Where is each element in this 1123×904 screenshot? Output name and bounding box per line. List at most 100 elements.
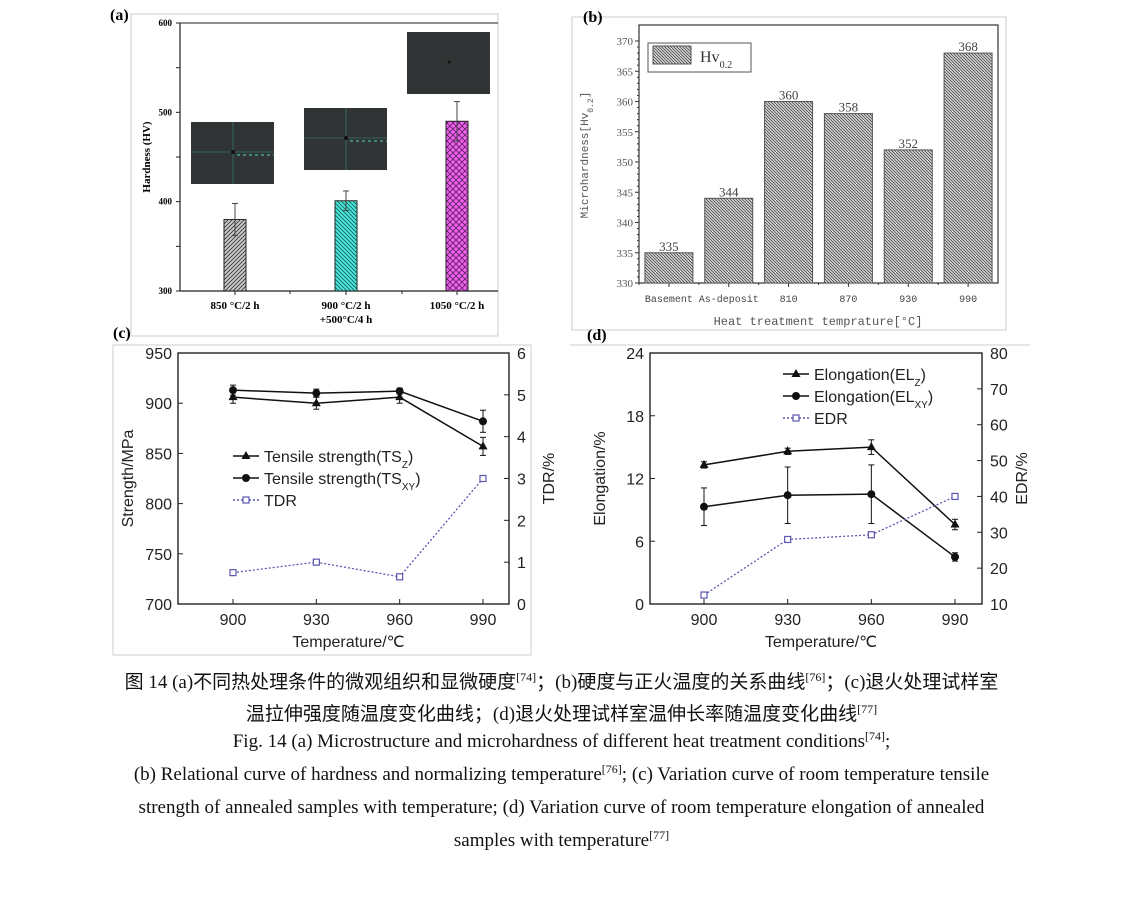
y-tick-label: 0 — [635, 597, 644, 614]
y-tick-label: 750 — [145, 547, 172, 564]
y-tick-label: 950 — [145, 346, 172, 363]
y-right-tick-label: 3 — [517, 472, 526, 489]
square-marker — [312, 558, 320, 566]
y-tick-label: 800 — [145, 497, 172, 514]
x-axis-label: Temperature/℃ — [292, 634, 404, 651]
caption-text: ; (c) Variation curve of room temperatur… — [621, 764, 990, 785]
x-tick-label: 990 — [942, 612, 969, 629]
panel-label-b: (b) — [583, 9, 603, 26]
square-marker — [229, 569, 237, 577]
y-tick-label: 340 — [617, 218, 634, 230]
square-marker — [479, 474, 487, 483]
y-axis-label-group: Microhardness[Hv0.2] — [580, 92, 596, 219]
triangle-marker — [866, 442, 876, 451]
x-tick-label: 990 — [959, 295, 977, 306]
square-marker — [242, 496, 250, 504]
subscript: XY — [915, 400, 929, 411]
text-part: Elongation(EL — [814, 389, 915, 406]
y-right-tick-label: 70 — [990, 382, 1008, 399]
y-right-tick-label: 80 — [990, 346, 1008, 363]
legend-label: TDR — [264, 493, 297, 510]
y-tick-label: 6 — [635, 534, 644, 551]
caption-text: (b) Relational curve of hardness and nor… — [133, 764, 602, 785]
panel-label-d: (d) — [587, 327, 607, 344]
bar — [644, 252, 694, 284]
y-tick-label: 900 — [145, 396, 172, 413]
indent-mark — [344, 136, 348, 140]
triangle-marker — [950, 519, 960, 528]
y-tick-label: 500 — [159, 107, 173, 117]
caption-en-line-4: samples with temperature[77] — [0, 828, 1123, 852]
x-tick-label: 900 — [691, 612, 718, 629]
text-part: ] — [580, 92, 592, 99]
legend-label: Hv0.2 — [700, 49, 732, 71]
citation-ref: [76] — [805, 670, 826, 684]
text-part: ) — [928, 389, 933, 406]
text-part: Hv — [700, 49, 720, 66]
text-part: TDR — [264, 493, 297, 510]
y-right-tick-label: 0 — [517, 597, 526, 614]
series-line — [232, 389, 484, 422]
caption-text: 图 14 (a)不同热处理条件的微观组织和显微硬度 — [124, 672, 517, 693]
caption-en-line-3: strength of annealed samples with temper… — [0, 797, 1123, 819]
x-tick-label: 850 °C/2 h — [210, 300, 259, 312]
y-tick-label: 600 — [159, 18, 173, 28]
square-marker — [396, 573, 404, 581]
panel-a-frame — [130, 13, 499, 337]
triangle-marker — [311, 398, 321, 407]
legend-label: Tensile strength(TSXY) — [264, 471, 421, 493]
y-right-tick-label: 4 — [517, 430, 526, 447]
x-tick-label: 960 — [386, 612, 413, 629]
triangle-marker — [699, 459, 709, 468]
legend-label: Tensile strength(TSZ) — [264, 449, 413, 471]
square-marker — [951, 492, 959, 501]
y-tick-label: 850 — [145, 446, 172, 463]
caption-en-line-2: (b) Relational curve of hardness and nor… — [0, 763, 1123, 786]
series-line — [703, 495, 956, 596]
bar — [764, 101, 814, 284]
y-axis-label: Elongation/% — [592, 431, 609, 525]
citation-ref: [77] — [649, 828, 670, 842]
y-axis-label-group: Elongation/% — [592, 431, 609, 525]
circle-marker — [242, 474, 250, 482]
citation-ref: [74] — [864, 729, 885, 743]
text-part: Elongation(EL — [814, 367, 915, 384]
y-axis-label-group: Hardness (HV) — [141, 121, 153, 193]
triangle-marker — [791, 369, 801, 377]
y-right-tick-label: 2 — [517, 513, 526, 530]
indent-mark — [231, 150, 235, 154]
data-label: 368 — [958, 39, 978, 54]
y-axis-label-group: Strength/MPa — [120, 429, 137, 527]
y-tick-label: 365 — [617, 66, 634, 78]
legend-swatch — [652, 45, 692, 65]
y-tick-label: 350 — [617, 157, 634, 169]
y-right-tick-label: 1 — [517, 555, 526, 572]
triangle-marker — [783, 446, 793, 455]
y-tick-label: 370 — [617, 36, 634, 48]
y-tick-label: 12 — [626, 472, 644, 489]
y-tick-label: 355 — [617, 127, 634, 139]
x-tick-label: Basement — [645, 295, 693, 306]
caption-text: 温拉伸强度随温度变化曲线；(d)退火处理试样室温伸长率随温度变化曲线 — [245, 704, 858, 725]
circle-marker — [395, 387, 404, 396]
x-tick-label: 930 — [774, 612, 801, 629]
panel-label-c: (c) — [113, 325, 131, 342]
caption-text: strength of annealed samples with temper… — [138, 797, 985, 818]
y-tick-label: 330 — [617, 278, 634, 290]
triangle-marker — [241, 451, 251, 459]
square-marker — [700, 591, 708, 599]
x-tick-label: +500°C/4 h — [320, 314, 373, 326]
y-tick-label: 700 — [145, 597, 172, 614]
caption-text: ; — [884, 731, 891, 752]
legend-label: Elongation(ELXY) — [814, 389, 933, 411]
caption-text: Fig. 14 (a) Microstructure and microhard… — [232, 731, 865, 752]
y-right-tick-label: 6 — [517, 346, 526, 363]
y-tick-label: 400 — [159, 197, 173, 207]
square-marker — [867, 531, 875, 539]
caption-zh-line-1: 图 14 (a)不同热处理条件的微观组织和显微硬度[74]；(b)硬度与正火温度… — [0, 667, 1123, 694]
circle-marker — [951, 552, 959, 561]
bar — [943, 52, 993, 284]
bar — [883, 149, 933, 284]
x-axis-label: Temperature/℃ — [765, 634, 877, 651]
x-tick-label: 900 — [220, 612, 247, 629]
